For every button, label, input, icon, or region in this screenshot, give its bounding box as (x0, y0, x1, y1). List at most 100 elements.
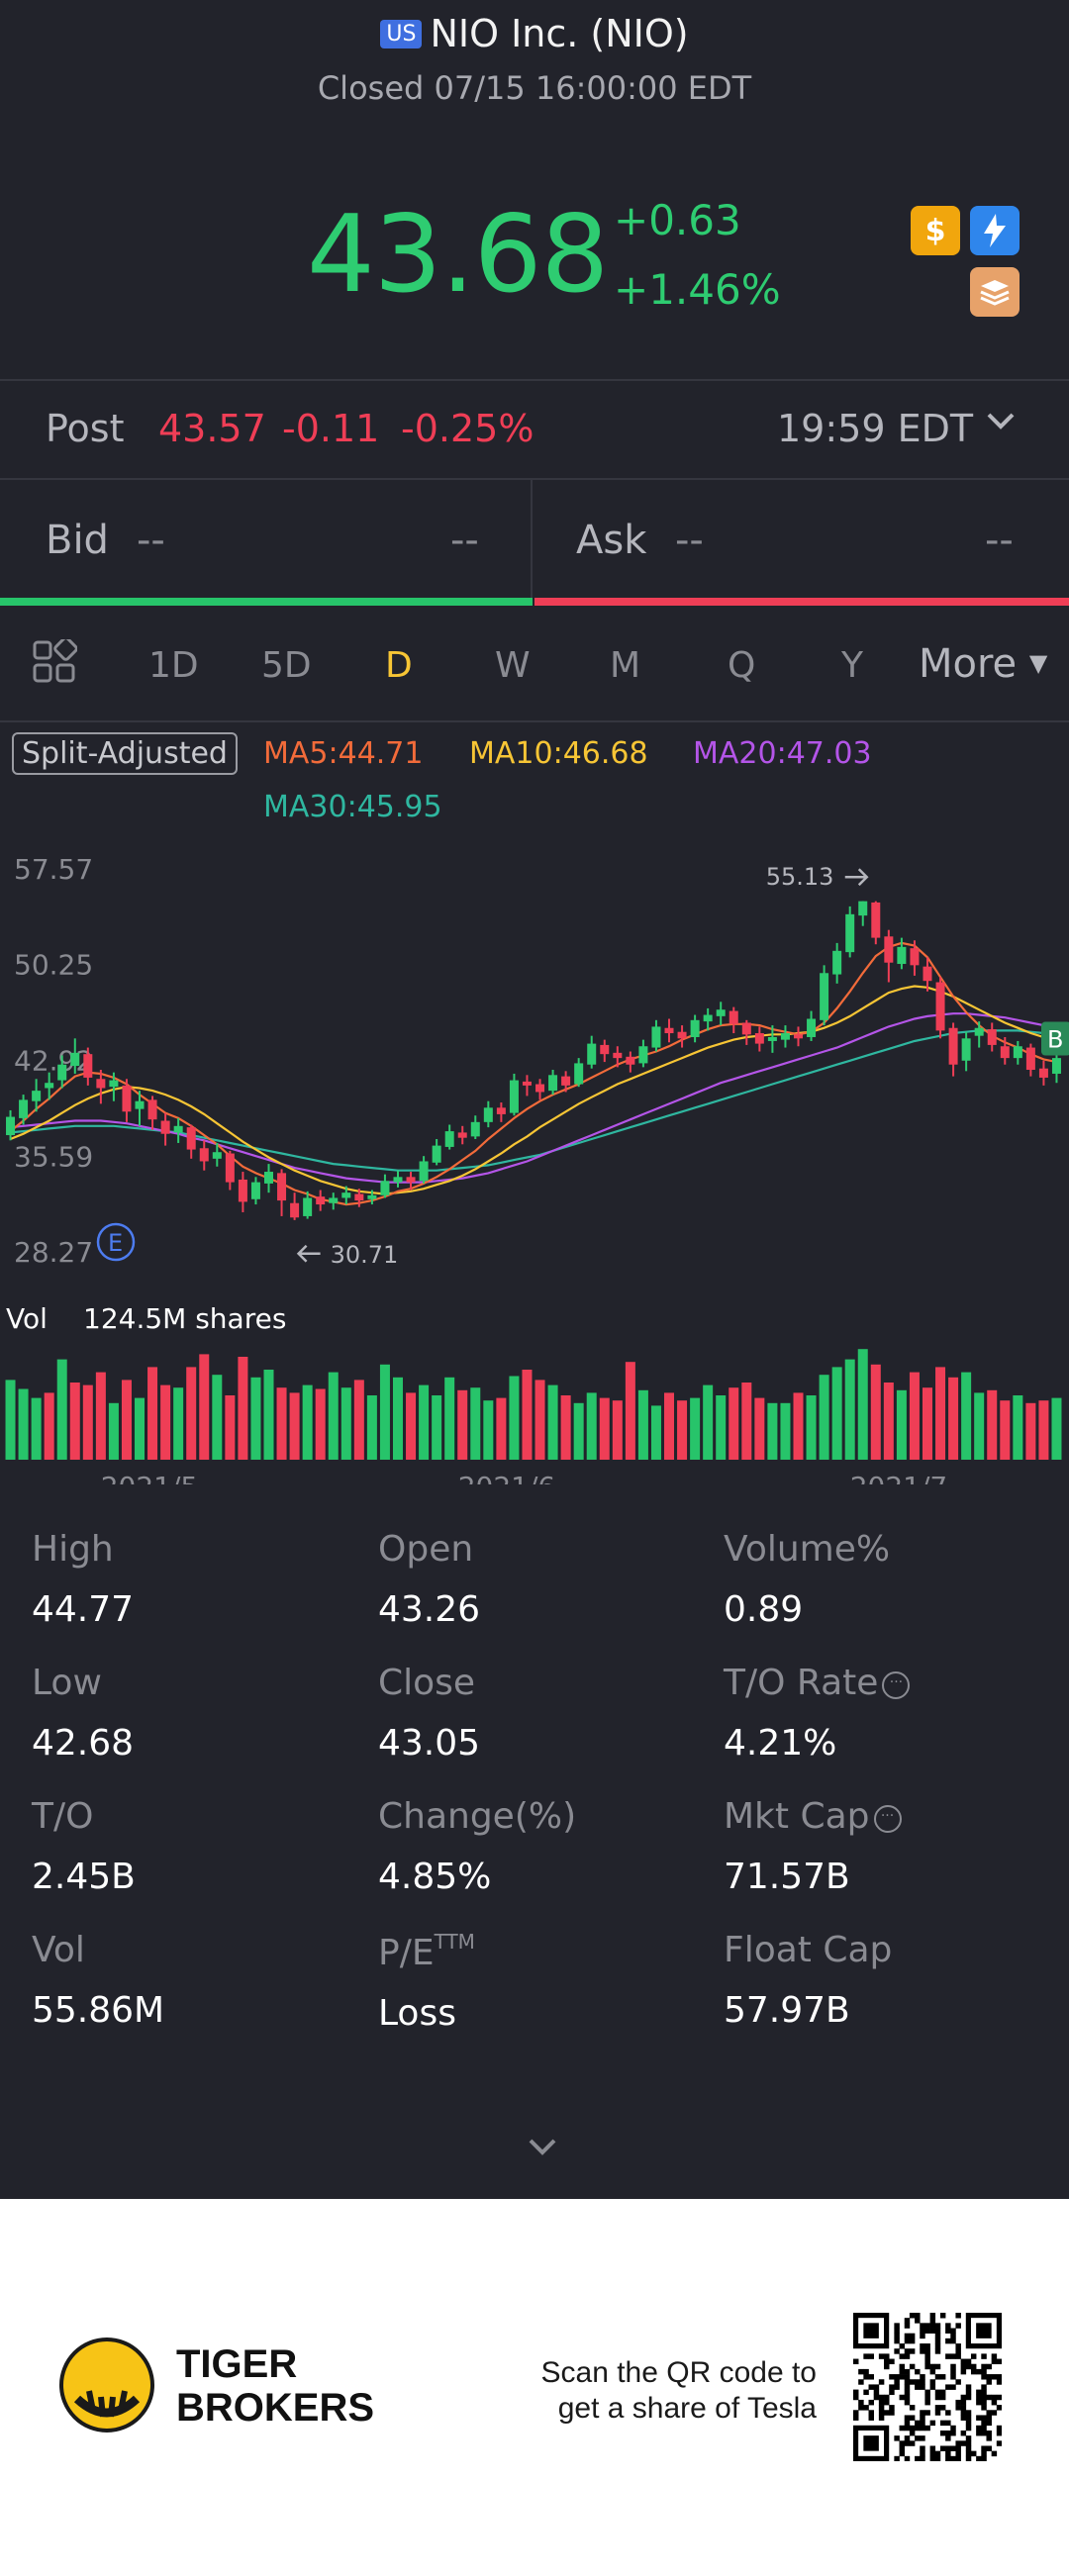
volume-bar (870, 1364, 881, 1460)
candle-body (393, 1177, 403, 1183)
candle-body (1025, 1047, 1035, 1071)
volume-bar (987, 1389, 998, 1460)
stat-value: 2.45B (32, 1857, 136, 1897)
volume-bar (366, 1395, 377, 1460)
chart-area[interactable]: Split-Adjusted MA5:44.71 MA10:46.68 MA20… (0, 722, 1069, 1484)
volume-bar (44, 1392, 54, 1460)
info-icon[interactable]: ··· (873, 1805, 902, 1833)
candle-body (948, 1027, 958, 1065)
stat-label: Open (378, 1529, 474, 1570)
volume-bar (121, 1380, 132, 1460)
ma5-line (9, 941, 1057, 1206)
volume-bar (315, 1388, 326, 1460)
volume-bar (857, 1349, 868, 1460)
candle-body (690, 1019, 700, 1037)
volume-bar (522, 1370, 533, 1460)
stat-label: Change(%) (378, 1796, 577, 1837)
stat-label: Volume% (724, 1529, 891, 1570)
candle-body (703, 1014, 713, 1022)
ask-section: Ask -- -- (534, 480, 1069, 604)
candle-body (122, 1085, 132, 1112)
edge-marker-icon (1041, 1021, 1069, 1056)
candle-body (70, 1052, 80, 1067)
chevron-down-icon[interactable] (985, 401, 1017, 449)
layout-grid-icon[interactable] (32, 636, 78, 685)
stat-value: 4.21% (724, 1723, 837, 1764)
split-adjusted-badge[interactable]: Split-Adjusted (12, 732, 238, 775)
volume-bar (108, 1402, 119, 1460)
post-market-row[interactable]: Post 43.57 -0.11 -0.25% 19:59 EDT (0, 381, 1069, 480)
volume-bar (806, 1395, 817, 1460)
arrow-right-icon (844, 868, 869, 887)
stat-label: T/O Rate (724, 1663, 879, 1703)
y-tick-label: 57.57 (14, 853, 93, 886)
x-tick-label: 2021/6 (458, 1471, 556, 1484)
volume-bar (379, 1364, 390, 1460)
volume-bar (82, 1384, 93, 1460)
stat-value: 4.85% (378, 1857, 492, 1897)
book-icon[interactable] (970, 267, 1020, 317)
y-tick-label: 28.27 (14, 1236, 93, 1269)
volume-bar (483, 1400, 494, 1460)
ma20-line (10, 1012, 1057, 1184)
stat-change-pct: Change(%) 4.85% (378, 1796, 715, 1897)
candle-body (767, 1036, 777, 1041)
tab-w[interactable]: W (495, 645, 531, 686)
tab-1d[interactable]: 1D (148, 645, 199, 686)
high-marker-label: 55.13 (766, 863, 834, 891)
volume-bar (56, 1359, 67, 1460)
volume-bar (729, 1387, 739, 1460)
candle-body (212, 1152, 222, 1159)
info-icon[interactable]: ··· (882, 1671, 911, 1699)
volume-bar (406, 1392, 417, 1460)
volume-bar (353, 1380, 364, 1460)
scan-line-1: Scan the QR code to (540, 2356, 818, 2389)
tab-y[interactable]: Y (841, 645, 863, 686)
candle-body (871, 902, 881, 938)
tab-5d[interactable]: 5D (261, 645, 312, 686)
volume-bar (677, 1400, 688, 1460)
tab-d[interactable]: D (385, 645, 413, 686)
stat-value: 44.77 (32, 1589, 135, 1630)
post-price: 43.57 (158, 407, 266, 450)
low-marker-label: 30.71 (331, 1241, 399, 1269)
candle-body (277, 1173, 287, 1201)
candle-body (457, 1132, 467, 1138)
tab-m[interactable]: M (610, 645, 641, 686)
candle-body (961, 1038, 971, 1061)
divider (0, 478, 1069, 480)
y-tick-label: 42.92 (14, 1045, 93, 1078)
price-chart[interactable]: 57.57 50.25 42.92 35.59 28.27 55.13 30.71 E B Vol… (0, 722, 1069, 1484)
edge-marker-label: B (1047, 1026, 1063, 1054)
candle-body (1051, 1058, 1061, 1074)
tab-more[interactable]: More ▼ (919, 641, 1047, 687)
volume-bar (741, 1383, 752, 1460)
volume-bar (173, 1387, 184, 1460)
tab-q[interactable]: Q (728, 645, 756, 686)
candle-body (225, 1153, 235, 1183)
stat-value: 43.26 (378, 1589, 481, 1630)
dollar-icon[interactable]: $ (911, 206, 960, 255)
brand-line-1: TIGER (176, 2342, 298, 2386)
stat-open: Open 43.26 (378, 1529, 715, 1630)
candle-body (638, 1046, 648, 1064)
candle-body (910, 948, 920, 966)
candle-body (820, 973, 829, 1020)
bid-label: Bid (46, 518, 109, 563)
stat-value: 71.57B (724, 1857, 850, 1897)
candle-body (626, 1056, 635, 1065)
title-row: US NIO Inc. (NIO) (0, 12, 1069, 55)
candle-body (807, 1018, 817, 1037)
lightning-icon[interactable] (970, 206, 1020, 255)
tiger-logo-icon (59, 2337, 154, 2433)
stat-label: Mkt Cap (724, 1796, 870, 1837)
candle-body (613, 1052, 623, 1059)
volume-bar (186, 1367, 197, 1460)
candle-body (1013, 1046, 1022, 1059)
expand-chevron-icon[interactable] (525, 2128, 560, 2167)
ask-label: Ask (576, 518, 647, 563)
candle-body (496, 1107, 506, 1114)
volume-bar (883, 1383, 894, 1460)
candle-body (354, 1193, 364, 1201)
volume-bar (31, 1397, 42, 1460)
